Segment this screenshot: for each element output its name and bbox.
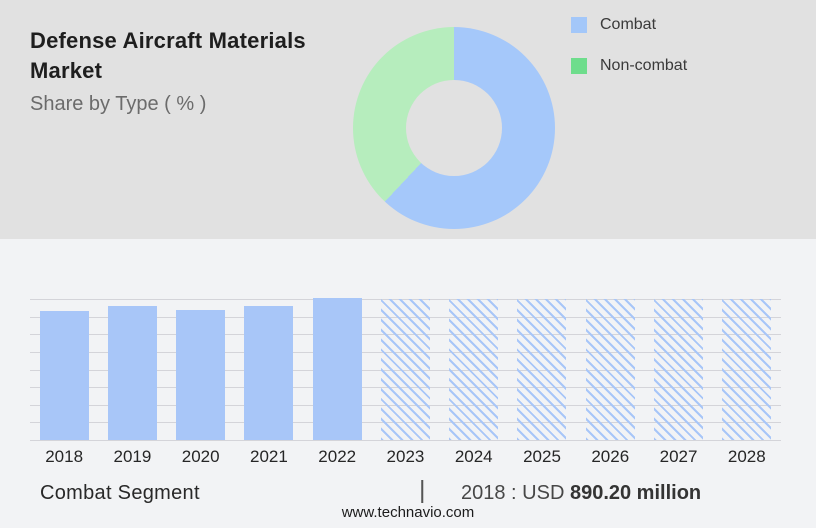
bar-column-2028: 2028: [713, 299, 781, 467]
page-title-line2: Market: [30, 58, 103, 83]
bar-2022: [312, 298, 362, 440]
bar-chart-columns: 2018 2019 2020 2021 2022 2023 2024 2025 2026 2027…: [30, 298, 781, 467]
bar-column-2022: 2022: [303, 298, 371, 467]
legend-swatch-non-combat: [571, 57, 587, 74]
bar-space: [576, 299, 644, 440]
bar-space: [167, 299, 235, 440]
bar-space: [508, 299, 576, 440]
forecast-bar-2028: [722, 299, 772, 440]
bar-2021: [244, 306, 294, 440]
x-axis-label-2025: 2025: [523, 447, 561, 466]
bar-column-2021: 2021: [235, 299, 303, 467]
bar-space: [713, 299, 781, 440]
donut-legend: Combat Non-combat: [571, 16, 687, 98]
legend-label-combat: Combat: [600, 15, 657, 33]
page-title: Defense Aircraft Materials Market: [30, 26, 306, 86]
bar-space: [235, 299, 303, 440]
legend-item-non-combat: Non-combat: [571, 57, 687, 74]
bar-space: [30, 299, 98, 440]
bar-space: [644, 299, 712, 440]
header-panel: Defense Aircraft Materials Market Share …: [0, 0, 816, 239]
page-title-line1: Defense Aircraft Materials: [30, 28, 306, 53]
forecast-bar-2026: [585, 299, 635, 440]
segment-value-amount: 890.20 million: [569, 482, 702, 504]
bar-column-2019: 2019: [98, 299, 166, 467]
legend-label-non-combat: Non-combat: [600, 56, 688, 74]
donut-chart-hole: [406, 80, 502, 176]
gridline: [30, 440, 781, 441]
x-axis-label-2023: 2023: [386, 447, 425, 466]
forecast-bar-2023: [380, 299, 430, 440]
legend-swatch-combat: [571, 16, 587, 33]
bar-space: [440, 299, 508, 440]
bar-column-2026: 2026: [576, 299, 644, 467]
bar-2020: [176, 310, 226, 440]
x-axis-label-2021: 2021: [250, 447, 288, 466]
bar-column-2018: 2018: [30, 299, 98, 467]
forecast-bar-2025: [517, 299, 567, 440]
website-url: www.technavio.com: [341, 504, 475, 521]
x-axis-label-2020: 2020: [181, 447, 220, 466]
bar-2018: [39, 311, 89, 440]
bar-column-2025: 2025: [508, 299, 576, 467]
bar-column-2027: 2027: [644, 299, 712, 467]
segment-label: Combat Segment: [40, 482, 200, 504]
x-axis-label-2026: 2026: [591, 447, 630, 466]
x-axis-label-2018: 2018: [45, 447, 84, 466]
footer-divider: |: [419, 476, 426, 504]
x-axis-label-2022: 2022: [318, 447, 357, 466]
x-axis-label-2019: 2019: [113, 447, 152, 466]
segment-value-prefix: 2018 : USD: [461, 482, 570, 504]
x-axis-label-2024: 2024: [454, 447, 493, 466]
bar-2019: [107, 306, 157, 440]
segment-value: 2018 : USD 890.20 million: [461, 482, 701, 505]
x-axis-label-2028: 2028: [727, 447, 766, 466]
page-subtitle: Share by Type ( % ): [30, 93, 207, 115]
forecast-bar-2027: [654, 299, 704, 440]
x-axis-label-2027: 2027: [659, 447, 698, 466]
legend-item-combat: Combat: [571, 16, 687, 33]
forecast-bar-2024: [449, 299, 499, 440]
bar-column-2020: 2020: [167, 299, 235, 467]
bar-space: [98, 299, 166, 440]
bar-space: [371, 299, 439, 440]
bar-column-2024: 2024: [440, 299, 508, 467]
bar-column-2023: 2023: [371, 299, 439, 467]
donut-chart: [353, 27, 555, 229]
bar-space: [303, 298, 371, 440]
